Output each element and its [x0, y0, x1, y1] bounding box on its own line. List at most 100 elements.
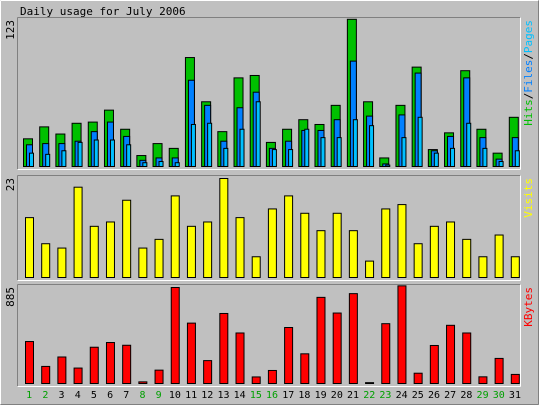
- bar-pages-day-1: [29, 152, 34, 168]
- bar-pages-day-11: [190, 123, 196, 167]
- bar-visits-day-13: [219, 178, 229, 278]
- bar-visits-day-30: [494, 234, 504, 279]
- bar-visits-day-15: [251, 256, 261, 278]
- x-tick-label-day-21: 21: [347, 390, 359, 401]
- x-tick-label-day-31: 31: [509, 390, 521, 401]
- x-tick-label-day-17: 17: [282, 390, 294, 401]
- bar-kbytes-day-15: [251, 376, 261, 384]
- legend-kbytes-item-0: KBytes: [522, 287, 535, 327]
- bar-pages-day-5: [93, 139, 99, 167]
- bar-kbytes-day-5: [89, 346, 99, 385]
- x-tick-label-day-1: 1: [26, 390, 32, 401]
- bar-visits-day-16: [267, 208, 277, 278]
- bar-kbytes-day-3: [57, 356, 67, 384]
- bar-pages-day-17: [288, 149, 294, 167]
- bar-visits-day-1: [25, 217, 34, 278]
- legend-hits-files-pages-item-0: Pages: [522, 20, 535, 53]
- bar-kbytes-day-25: [413, 372, 423, 384]
- x-tick-label-day-9: 9: [156, 390, 162, 401]
- x-tick-label-day-3: 3: [59, 390, 65, 401]
- panel-kbytes: 885 KBytes: [4, 284, 535, 387]
- x-tick-label-day-30: 30: [493, 390, 505, 401]
- bar-pages-day-25: [417, 116, 423, 167]
- x-tick-label-day-28: 28: [460, 390, 472, 401]
- bar-pages-day-7: [126, 144, 132, 167]
- x-axis-labels: 1 2 3 4 5 6 7 8 9 10 11 12 13 14 15 16 17 18 19 20 21 22 23 24 2…: [26, 390, 521, 401]
- bar-kbytes-day-23: [381, 323, 391, 385]
- bar-visits-day-31: [510, 256, 520, 278]
- panel-visits-ymax-label: 23: [4, 178, 17, 191]
- bar-visits-day-12: [203, 221, 213, 278]
- x-tick-label-day-20: 20: [331, 390, 343, 401]
- bar-pages-day-13: [223, 147, 229, 168]
- bar-visits-day-29: [478, 256, 488, 278]
- bar-kbytes-day-14: [235, 332, 245, 384]
- bar-pages-day-8: [142, 162, 148, 168]
- panel-kbytes-ymax-label: 885: [4, 287, 17, 307]
- bar-kbytes-day-10: [170, 287, 180, 384]
- bar-kbytes-day-28: [462, 332, 472, 384]
- bar-pages-day-3: [61, 150, 67, 168]
- bar-pages-day-20: [336, 137, 342, 167]
- x-tick-label-day-27: 27: [444, 390, 456, 401]
- panel-hits-files-pages-legend: Pages/Files/Hits: [522, 20, 535, 126]
- bar-visits-day-3: [57, 247, 67, 278]
- legend-visits-item-0: Visits: [522, 178, 535, 218]
- bar-visits-day-18: [300, 212, 310, 278]
- bar-kbytes-day-4: [73, 367, 83, 385]
- x-tick-label-day-11: 11: [185, 390, 197, 401]
- bar-kbytes-day-2: [41, 365, 51, 384]
- legend-hits-files-pages-item-2: Files: [522, 60, 535, 93]
- chart-panels: 123 Pages/Files/Hits 23 Visits 885 KBytes: [4, 17, 535, 387]
- bar-kbytes-day-20: [332, 312, 342, 384]
- panel-hits-files-pages-ymax-label: 123: [4, 20, 17, 40]
- x-tick-label-day-19: 19: [315, 390, 327, 401]
- bar-pages-day-30: [498, 161, 504, 167]
- legend-hits-files-pages-item-4: Hits: [522, 99, 535, 126]
- x-tick-label-day-22: 22: [363, 390, 375, 401]
- x-tick-label-day-29: 29: [477, 390, 489, 401]
- bar-visits-day-17: [284, 195, 294, 279]
- bar-kbytes-day-11: [186, 322, 196, 384]
- bar-kbytes-day-16: [267, 369, 277, 384]
- bar-pages-day-22: [369, 125, 375, 167]
- bar-visits-day-5: [89, 225, 99, 278]
- bar-kbytes-day-31: [510, 373, 520, 384]
- bar-kbytes-day-1: [25, 341, 34, 385]
- bar-pages-day-14: [239, 128, 245, 168]
- bar-pages-day-12: [207, 122, 213, 167]
- bar-kbytes-day-17: [284, 327, 294, 384]
- bar-visits-day-2: [41, 243, 51, 278]
- bar-pages-day-6: [109, 139, 115, 167]
- bar-pages-day-21: [352, 119, 358, 167]
- bar-pages-day-29: [482, 147, 488, 168]
- bar-visits-day-11: [186, 225, 196, 278]
- bar-pages-day-16: [271, 149, 277, 167]
- x-tick-label-day-13: 13: [217, 390, 229, 401]
- bar-pages-day-4: [77, 141, 83, 167]
- x-tick-label-day-16: 16: [266, 390, 278, 401]
- x-tick-label-day-4: 4: [75, 390, 81, 401]
- bar-pages-day-24: [401, 137, 407, 167]
- bar-visits-day-6: [105, 221, 115, 278]
- x-tick-label-day-14: 14: [234, 390, 246, 401]
- bar-visits-day-10: [170, 195, 180, 279]
- bar-kbytes-day-30: [494, 357, 504, 384]
- bar-visits-day-19: [316, 230, 326, 279]
- panel-kbytes-legend: KBytes: [522, 287, 535, 327]
- bar-visits-day-20: [332, 212, 342, 278]
- bar-kbytes-day-9: [154, 369, 164, 385]
- x-tick-label-day-26: 26: [428, 390, 440, 401]
- bar-kbytes-day-13: [219, 312, 229, 384]
- bar-kbytes-day-7: [122, 344, 132, 385]
- x-tick-label-day-24: 24: [396, 390, 408, 401]
- panel-visits: 23 Visits: [4, 175, 535, 281]
- x-tick-label-day-6: 6: [107, 390, 113, 401]
- x-tick-label-day-5: 5: [91, 390, 97, 401]
- bar-visits-day-9: [154, 238, 164, 279]
- bar-visits-day-23: [381, 208, 391, 278]
- x-tick-label-day-2: 2: [42, 390, 48, 401]
- bar-kbytes-day-21: [348, 293, 358, 384]
- chart-title: Daily usage for July 2006: [20, 5, 186, 18]
- bar-pages-day-9: [158, 161, 164, 167]
